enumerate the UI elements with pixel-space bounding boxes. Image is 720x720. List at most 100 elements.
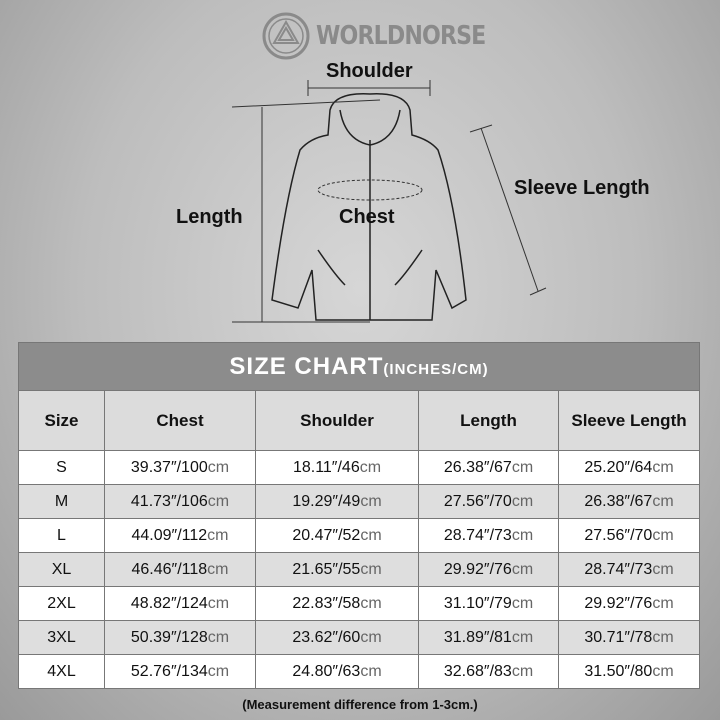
size-cell: 3XL — [18, 620, 105, 655]
cell-value: 4XL — [47, 662, 76, 680]
unit-label: cm — [360, 662, 382, 680]
cell-value: 31.50″/80 — [584, 662, 653, 680]
measure-cell: 29.92″/76cm — [418, 552, 559, 587]
table-row: 2XL 48.82″/124cm 22.83″/58cm 31.10″/79cm 29.… — [18, 586, 700, 621]
measure-cell: 41.73″/106cm — [104, 484, 256, 519]
unit-label: cm — [360, 594, 382, 612]
unit-label: cm — [360, 526, 382, 544]
brand-logo: WORLDNORSE — [262, 12, 515, 60]
brand-name: WORLDNORSE — [316, 21, 486, 51]
cell-value: M — [54, 492, 69, 510]
unit-label: cm — [207, 526, 229, 544]
measure-cell: 18.11″/46cm — [255, 450, 419, 485]
shoulder-label: Shoulder — [326, 60, 413, 82]
measurement-note: (Measurement difference from 1-3cm.) — [242, 697, 478, 712]
table-row: 3XL 50.39″/128cm 23.62″/60cm 31.89″/81cm 30.… — [18, 620, 700, 655]
measure-cell: 46.46″/118cm — [104, 552, 256, 587]
title-text: SIZE CHART — [229, 352, 384, 380]
cell-value: 32.68″/83 — [443, 662, 512, 680]
unit-label: cm — [652, 560, 674, 578]
measure-cell: 29.92″/76cm — [558, 586, 700, 621]
size-cell: S — [18, 450, 105, 485]
size-cell: M — [18, 484, 105, 519]
unit-label: cm — [652, 628, 674, 646]
valknut-icon — [262, 12, 310, 60]
measure-cell: 23.62″/60cm — [255, 620, 419, 655]
unit-label: cm — [207, 458, 230, 476]
col-size: Size — [18, 390, 105, 451]
unit-label: cm — [511, 628, 534, 646]
table-row: L 44.09″/112cm 20.47″/52cm 28.74″/73cm 27.56… — [18, 518, 700, 553]
cell-value: 50.39″/128 — [130, 628, 208, 646]
unit-label: cm — [511, 526, 534, 544]
cell-value: 27.56″/70 — [584, 526, 653, 544]
cell-value: 30.71″/78 — [584, 628, 653, 646]
unit-label: cm — [652, 458, 674, 476]
unit-label: cm — [360, 560, 382, 578]
unit-label: cm — [360, 628, 382, 646]
sleeve-length-label: Sleeve Length — [514, 177, 650, 199]
measure-cell: 28.74″/73cm — [418, 518, 559, 553]
measure-cell: 44.09″/112cm — [104, 518, 256, 553]
measure-cell: 48.82″/124cm — [104, 586, 256, 621]
cell-value: 25.20″/64 — [584, 458, 653, 476]
hoodie-diagram — [231, 80, 547, 323]
cell-value: S — [56, 458, 67, 476]
title-units: (INCHES/CM) — [383, 360, 489, 378]
cell-value: XL — [51, 560, 72, 578]
measure-cell: 27.56″/70cm — [418, 484, 559, 519]
measure-cell: 32.68″/83cm — [418, 654, 559, 689]
unit-label: cm — [511, 560, 534, 578]
cell-value: 21.65″/55 — [292, 560, 361, 578]
measure-cell: 30.71″/78cm — [558, 620, 700, 655]
unit-label: cm — [207, 560, 229, 578]
measure-cell: 26.38″/67cm — [558, 484, 700, 519]
measure-cell: 21.65″/55cm — [255, 552, 419, 587]
unit-label: cm — [511, 458, 534, 476]
cell-value: 39.37″/100 — [130, 458, 208, 476]
unit-label: cm — [511, 492, 534, 510]
cell-value: 22.83″/58 — [292, 594, 361, 612]
measure-cell: 27.56″/70cm — [558, 518, 700, 553]
cell-value: 26.38″/67 — [443, 458, 512, 476]
cell-value: 28.74″/73 — [584, 560, 653, 578]
unit-label: cm — [207, 594, 230, 612]
size-chart-table: SIZE CHART(INCHES/CM) Size Chest Shoulde… — [18, 342, 700, 689]
col-length: Length — [418, 390, 559, 451]
table-row: S 39.37″/100cm 18.11″/46cm 26.38″/67cm 25.20… — [18, 450, 700, 485]
cell-value: 48.82″/124 — [130, 594, 208, 612]
cell-value: 23.62″/60 — [292, 628, 361, 646]
unit-label: cm — [511, 594, 534, 612]
cell-value: 52.76″/134 — [130, 662, 208, 680]
table-row: M 41.73″/106cm 19.29″/49cm 27.56″/70cm 26.38… — [18, 484, 700, 519]
cell-value: 28.74″/73 — [443, 526, 512, 544]
cell-value: 44.09″/112 — [131, 526, 208, 544]
col-shoulder: Shoulder — [255, 390, 419, 451]
cell-value: 18.11″/46 — [292, 458, 360, 476]
unit-label: cm — [652, 594, 674, 612]
table-row: XL 46.46″/118cm 21.65″/55cm 29.92″/76cm 28.7… — [18, 552, 700, 587]
cell-value: 31.89″/81 — [443, 628, 512, 646]
measure-cell: 26.38″/67cm — [418, 450, 559, 485]
header-row: Size Chest Shoulder Length Sleeve Length — [18, 390, 700, 451]
unit-label: cm — [652, 662, 674, 680]
cell-value: 19.29″/49 — [292, 492, 361, 510]
col-chest: Chest — [104, 390, 256, 451]
cell-value: 2XL — [47, 594, 76, 612]
measure-cell: 52.76″/134cm — [104, 654, 256, 689]
size-cell: XL — [18, 552, 105, 587]
cell-value: 27.56″/70 — [443, 492, 512, 510]
measure-cell: 24.80″/63cm — [255, 654, 419, 689]
cell-value: 29.92″/76 — [443, 560, 512, 578]
unit-label: cm — [207, 628, 230, 646]
table-row: 4XL 52.76″/134cm 24.80″/63cm 32.68″/83cm 31.… — [18, 654, 700, 689]
unit-label: cm — [359, 458, 382, 476]
measure-cell: 28.74″/73cm — [558, 552, 700, 587]
unit-label: cm — [511, 662, 534, 680]
unit-label: cm — [207, 492, 230, 510]
measure-cell: 25.20″/64cm — [558, 450, 700, 485]
unit-label: cm — [652, 526, 674, 544]
measure-cell: 20.47″/52cm — [255, 518, 419, 553]
measure-cell: 50.39″/128cm — [104, 620, 256, 655]
size-cell: 2XL — [18, 586, 105, 621]
